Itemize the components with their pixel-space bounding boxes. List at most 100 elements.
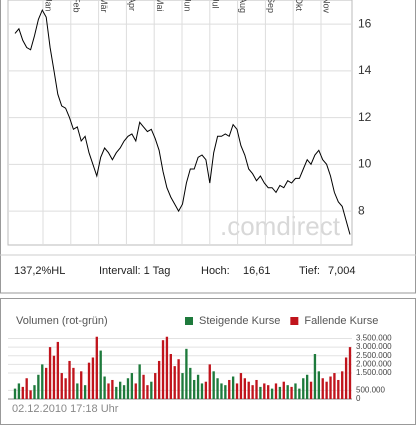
volume-bar (294, 383, 297, 399)
volume-bar (165, 336, 169, 399)
volume-bar (259, 386, 262, 399)
y-tick-label: 0 (356, 394, 361, 403)
month-label: Jun (183, 0, 193, 12)
volume-bar (251, 385, 254, 399)
volume-bar (72, 367, 75, 399)
y-tick-label: 12 (358, 110, 372, 124)
volume-bar (302, 378, 305, 399)
legend-swatch (185, 317, 193, 325)
volume-bar (274, 383, 278, 399)
y-tick-label: 14 (358, 63, 372, 77)
volume-bar (25, 378, 28, 399)
volume-bar (52, 355, 56, 399)
y-tick-label: 10 (358, 157, 372, 171)
legend-label: Steigende Kurse (199, 315, 280, 327)
legend-label: Fallende Kurse (304, 315, 378, 327)
month-label: Feb (71, 0, 81, 13)
volume-bar (103, 376, 106, 399)
volume-bar (204, 381, 208, 399)
volume-bar (44, 367, 48, 399)
month-label: Mär (99, 0, 109, 13)
volume-bar (325, 381, 328, 399)
volume-bar (37, 374, 40, 399)
volume-bar (60, 373, 63, 399)
volume-bar (91, 357, 95, 399)
watermark: .comdirect (220, 211, 341, 241)
volume-bar (216, 378, 219, 399)
volume-bar (146, 385, 149, 399)
volume-bar (189, 367, 192, 399)
volume-bar (169, 354, 172, 399)
volume-bar (317, 371, 321, 399)
volume-bar (313, 354, 317, 399)
y-tick-label: 2.000.000 (356, 360, 392, 369)
month-label: Apr (127, 0, 137, 11)
volume-bar (235, 383, 239, 399)
volume-bar (111, 379, 114, 399)
month-label: Okt (294, 0, 304, 12)
volume-bar (267, 385, 270, 399)
timestamp: 02.12.2010 17:18 Uhr (12, 403, 119, 415)
month-label: Aug (238, 0, 248, 13)
volume-bar (87, 362, 91, 399)
volume-bar (200, 383, 204, 399)
volume-bar (298, 388, 301, 399)
volume-bar (115, 386, 118, 399)
range: 137,2%HL (14, 265, 65, 277)
volume-bar (17, 383, 21, 399)
volume-bar (286, 385, 289, 399)
y-tick-label: 1.500.000 (356, 368, 392, 377)
volume-bar (212, 371, 215, 399)
volume-bar (29, 390, 32, 399)
volume-bar (122, 385, 126, 399)
volume-bar (329, 376, 332, 399)
price-plot (7, 0, 353, 246)
volume-bar (64, 378, 67, 399)
volume-bar (33, 385, 36, 399)
volume-bar (239, 373, 243, 399)
y-tick-label: 3.000.000 (356, 342, 392, 351)
low-label: Tief: (299, 265, 320, 277)
interval: Intervall: 1 Tag (99, 265, 170, 277)
volume-bar (341, 371, 344, 399)
y-tick-label: 2.500.000 (356, 351, 392, 360)
volume-bar (333, 373, 336, 399)
volume-bar (68, 360, 71, 399)
volume-bar (231, 376, 235, 399)
volume-bar (83, 385, 87, 399)
high: 16,61 (243, 265, 271, 277)
volume-bar (228, 379, 231, 399)
volume-bar (161, 340, 165, 399)
volume-bar (126, 378, 130, 399)
volume-bar (224, 385, 227, 399)
volume-bar (154, 373, 157, 399)
volume-bar (76, 383, 79, 399)
volume-bar (255, 379, 258, 399)
volume-bar (193, 379, 196, 399)
volume-bar (337, 379, 340, 399)
low: 7,004 (328, 265, 356, 277)
volume-bar (282, 381, 285, 399)
volume-bar (185, 348, 188, 399)
volume-bar (157, 360, 161, 399)
y-tick-label: 8 (358, 203, 365, 217)
volume-bar (309, 381, 313, 399)
volume-bar (181, 373, 184, 399)
volume-bar (278, 386, 282, 399)
month-label: Jan (44, 0, 54, 12)
y-tick-label: 3.500.000 (356, 334, 392, 343)
month-label: Mai (155, 0, 165, 12)
month-label: Sep (266, 0, 276, 13)
volume-bar (348, 347, 352, 399)
volume-title: Volumen (rot-grün) (16, 315, 108, 327)
volume-bar (95, 336, 98, 399)
volume-bar (99, 350, 102, 399)
legend-swatch (290, 317, 299, 325)
volume-bar (208, 364, 211, 399)
volume-bar (263, 383, 266, 399)
volume-bar (177, 359, 180, 399)
month-label: Jul (210, 0, 220, 9)
volume-bar (173, 366, 176, 399)
volume-bar (290, 386, 293, 399)
y-tick-label: 16 (358, 16, 372, 30)
